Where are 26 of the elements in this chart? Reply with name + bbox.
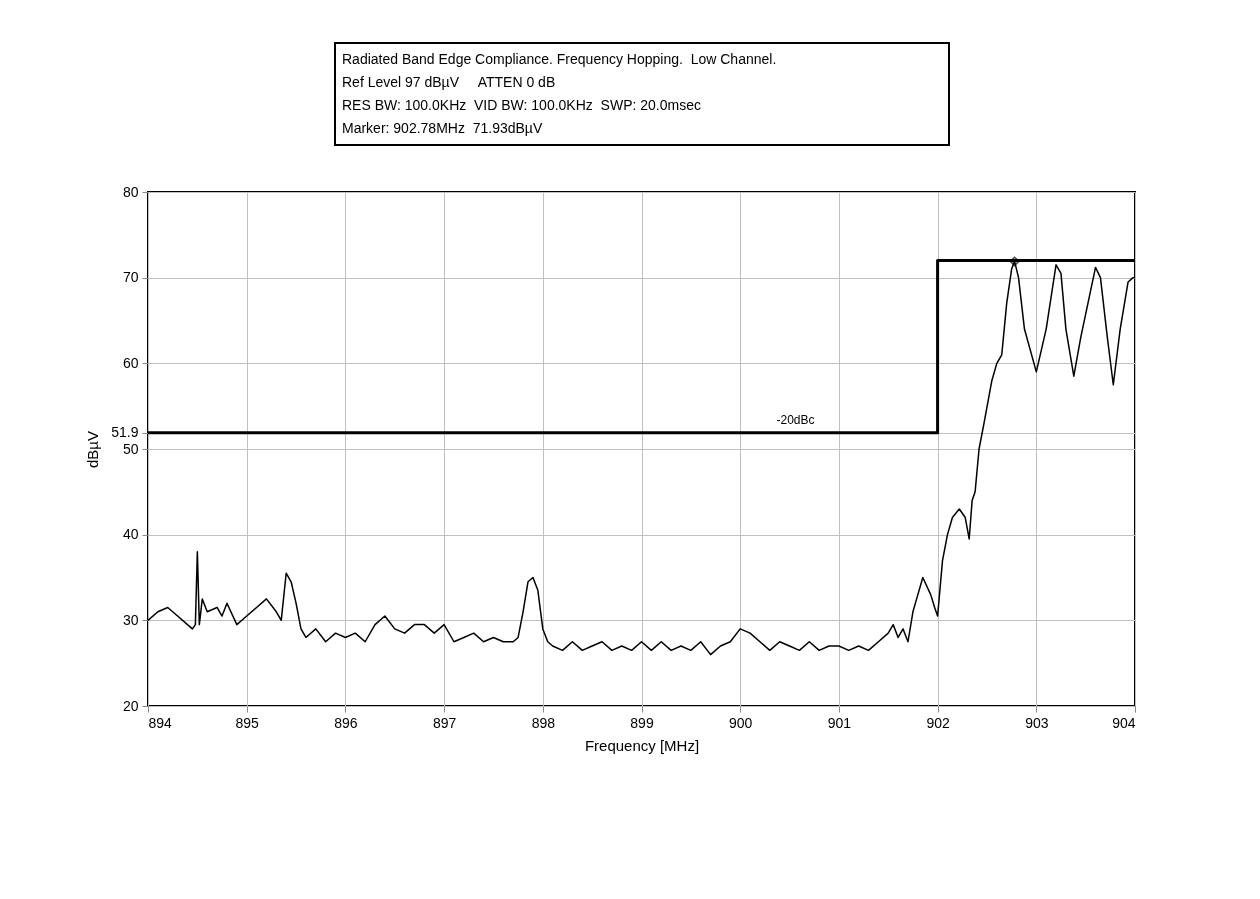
- x-tick-label: 902: [926, 714, 950, 731]
- chart-title: Radiated Band Edge Compliance. Frequency Hopping. Low Channel.: [342, 50, 778, 69]
- y-tick-label: 20: [122, 697, 139, 714]
- x-tick-label: 899: [630, 714, 654, 731]
- y-tick-label: 51.9: [111, 424, 139, 441]
- text: Ref Level 97 dBµV ATTEN 0 dB: [342, 73, 557, 92]
- y-tick-label: 80: [122, 183, 139, 200]
- x-tick-label: 894: [148, 714, 173, 731]
- x-tick-label: 898: [531, 714, 556, 731]
- x-tick-label: 900: [729, 714, 753, 731]
- y-tick-label: 60: [122, 354, 139, 371]
- y-tick-label: 30: [122, 611, 139, 628]
- y-tick-label: 50: [122, 440, 139, 457]
- text: RES BW: 100.0KHz VID BW: 100.0KHz SWP: 20.0msec: [342, 96, 702, 115]
- text: Marker: 902.78MHz 71.93dBµV: [342, 119, 544, 138]
- y-tick-label: 70: [122, 269, 139, 286]
- y-axis-title: dBµV: [84, 431, 102, 468]
- x-tick-label: 903: [1025, 714, 1049, 731]
- x-tick-label: 904: [1112, 714, 1136, 731]
- x-axis-title: Frequency [MHz]: [584, 736, 700, 754]
- x-tick-label: 895: [235, 714, 260, 731]
- x-tick-label: 901: [827, 714, 852, 731]
- y-tick-label: 40: [122, 526, 139, 543]
- x-tick-label: 896: [334, 714, 358, 731]
- x-tick-label: 897: [432, 714, 457, 731]
- series-label: -20dBc: [776, 412, 815, 427]
